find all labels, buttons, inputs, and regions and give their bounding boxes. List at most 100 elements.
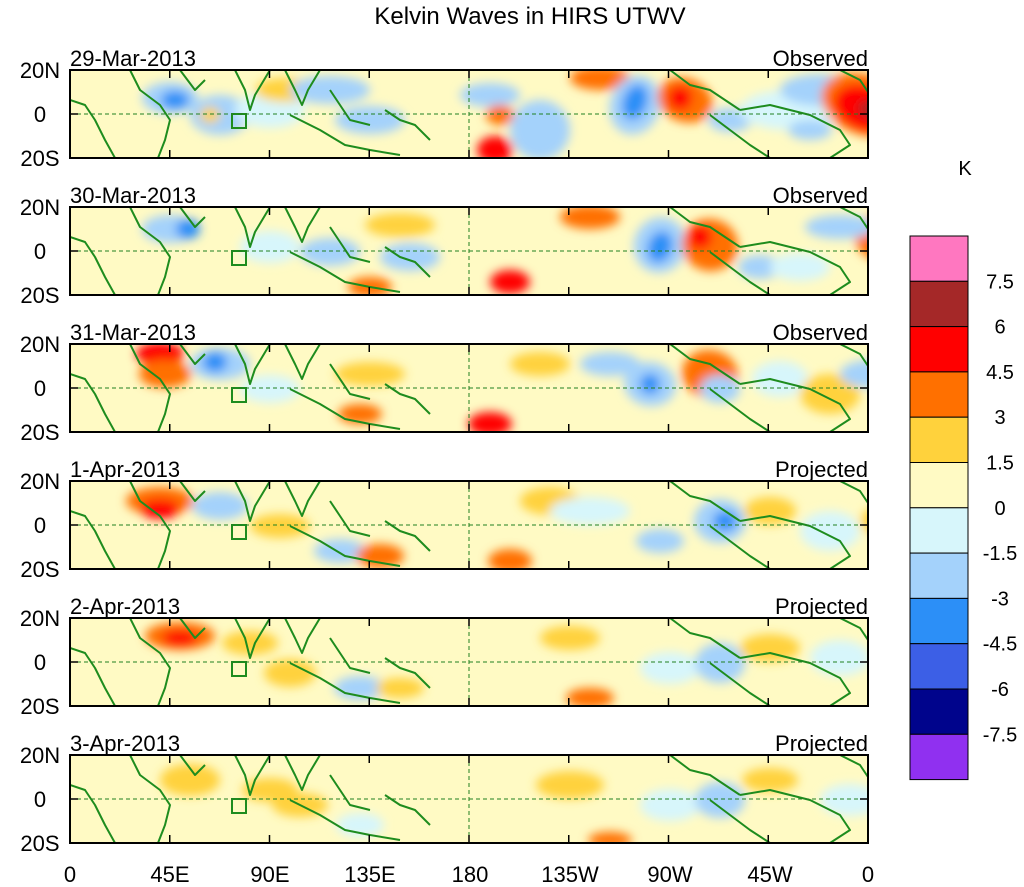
lon-label-180: 180 bbox=[452, 862, 489, 887]
anomaly-blob bbox=[136, 344, 184, 366]
anomaly-blob bbox=[820, 784, 868, 816]
coast-indonesia bbox=[289, 799, 401, 841]
coast-india bbox=[234, 618, 271, 659]
coastlines bbox=[70, 755, 868, 843]
coast-central-america bbox=[669, 207, 741, 248]
coast-south-america-west bbox=[709, 251, 771, 295]
coast-africa-east bbox=[129, 481, 171, 569]
coast-central-america bbox=[669, 481, 741, 522]
anomaly-field bbox=[70, 755, 868, 843]
coast-south-america-north bbox=[739, 652, 851, 706]
coast-indonesia bbox=[289, 662, 401, 704]
anomaly-blob bbox=[742, 768, 798, 792]
map-panel-4: 1-Apr-2013 Projected 20N 0 20S bbox=[20, 457, 869, 582]
colorbar-level-label: -1.5 bbox=[983, 543, 1017, 565]
colorbar-level-label: 4.5 bbox=[986, 362, 1014, 384]
coastlines bbox=[70, 70, 868, 158]
coast-south-america-west bbox=[709, 662, 771, 706]
anomaly-blob bbox=[860, 510, 868, 532]
lat-label: 0 bbox=[34, 102, 46, 127]
coast-india bbox=[234, 70, 271, 111]
lat-label: 20N bbox=[20, 58, 60, 83]
coast-africa-east bbox=[129, 207, 171, 295]
colorbar: K 7.5 6 4.5 3 1.5 0 -1.5 -3 -4.5 -6 -7.5 bbox=[909, 158, 1017, 781]
map-panel-3: 31-Mar-2013 Observed 20N 0 20S bbox=[20, 320, 869, 445]
colorbar-level-label: -4.5 bbox=[983, 634, 1017, 656]
coast-central-america bbox=[669, 70, 741, 111]
coast-indochina bbox=[284, 481, 321, 517]
anomaly-blob bbox=[580, 352, 640, 376]
lon-label-135e: 135E bbox=[344, 862, 395, 887]
coast-borneo bbox=[329, 774, 371, 811]
anomaly-blob bbox=[477, 136, 513, 158]
anomaly-blob bbox=[640, 789, 700, 821]
coast-south-america-west bbox=[709, 525, 771, 569]
coast-africa-west bbox=[70, 647, 116, 706]
anomaly-blob bbox=[640, 374, 660, 394]
anomaly-blob bbox=[738, 255, 782, 279]
coast-indochina bbox=[284, 618, 321, 654]
anomaly-blob bbox=[140, 499, 180, 519]
coast-indochina bbox=[284, 207, 321, 243]
colorbar-swatch bbox=[909, 688, 969, 735]
lat-label: 20S bbox=[20, 831, 59, 856]
coast-new-guinea bbox=[384, 657, 431, 689]
lon-label-90e: 90E bbox=[250, 862, 289, 887]
anomaly-blob bbox=[160, 764, 220, 796]
anomaly-blob bbox=[540, 626, 600, 650]
panel-status: Projected bbox=[775, 457, 868, 482]
coast-caribbean bbox=[839, 70, 868, 94]
anomaly-blob bbox=[536, 771, 604, 799]
coast-south-america-west bbox=[709, 799, 771, 843]
anomaly-blob bbox=[640, 652, 700, 684]
lon-label-0: 0 bbox=[64, 862, 76, 887]
coast-africa-east bbox=[129, 70, 171, 158]
panel-date: 1-Apr-2013 bbox=[70, 457, 180, 482]
colorbar-labels: 7.5 6 4.5 3 1.5 0 -1.5 -3 -4.5 -6 -7.5 bbox=[983, 271, 1017, 746]
coastlines bbox=[70, 618, 868, 706]
anomaly-blob bbox=[550, 497, 630, 525]
coast-africa-west bbox=[70, 373, 116, 432]
colorbar-swatch bbox=[909, 280, 969, 328]
anomaly-blob bbox=[805, 215, 868, 239]
coastlines bbox=[70, 344, 868, 432]
panel-date: 30-Mar-2013 bbox=[70, 183, 196, 208]
colorbar-level-label: 3 bbox=[994, 407, 1005, 429]
anomaly-blob bbox=[203, 352, 227, 372]
coast-india bbox=[234, 755, 271, 796]
anomaly-blob bbox=[510, 100, 570, 158]
coast-caribbean bbox=[839, 755, 868, 779]
coast-south-america-north bbox=[739, 789, 851, 843]
anomaly-blob bbox=[460, 83, 520, 107]
lat-label: 20S bbox=[20, 420, 59, 445]
lat-label: 0 bbox=[34, 787, 46, 812]
panel-date: 3-Apr-2013 bbox=[70, 731, 180, 756]
anomaly-blob bbox=[176, 219, 200, 239]
anomaly-blob bbox=[365, 213, 435, 237]
anomaly-blob bbox=[695, 643, 745, 683]
lon-label-45e: 45E bbox=[150, 862, 189, 887]
coast-india bbox=[234, 344, 271, 385]
colorbar-level-label: 7.5 bbox=[986, 271, 1014, 293]
coast-caribbean bbox=[839, 618, 868, 642]
colorbar-swatch bbox=[909, 733, 969, 781]
anomaly-blob bbox=[139, 360, 191, 388]
coast-indonesia bbox=[289, 251, 401, 293]
anomaly-blob bbox=[335, 362, 405, 386]
lat-label: 20S bbox=[20, 557, 59, 582]
lat-label: 0 bbox=[34, 376, 46, 401]
colorbar-level-label: 6 bbox=[994, 317, 1005, 339]
coast-indochina bbox=[284, 344, 321, 380]
lat-label: 20N bbox=[20, 469, 60, 494]
anomaly-blob bbox=[560, 207, 620, 229]
coast-indochina bbox=[284, 70, 321, 106]
coast-south-america-west bbox=[709, 114, 771, 158]
longitude-axis: 0 45E 90E 135E 180 135W 90W 45W 0 bbox=[64, 862, 874, 887]
coast-africa-west bbox=[70, 784, 116, 843]
coast-caribbean bbox=[839, 344, 868, 368]
anomaly-blob bbox=[840, 360, 868, 388]
lat-label: 0 bbox=[34, 239, 46, 264]
anomaly-blob bbox=[376, 678, 424, 698]
anomaly-field bbox=[70, 481, 868, 569]
map-panel-6: 3-Apr-2013 Projected 20N 0 20S bbox=[20, 731, 869, 856]
